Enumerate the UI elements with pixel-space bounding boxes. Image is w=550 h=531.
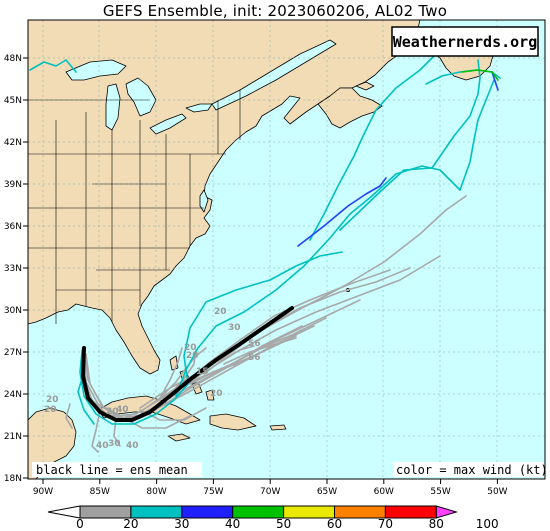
track-intensity-label: 30 [108,439,121,449]
lat-tick-label: 39N [4,180,22,190]
cyan-member-tracks [29,39,501,425]
lat-lon-grid [28,20,545,479]
lat-tick-label: 24N [4,390,22,400]
lat-tick-label: 30N [4,306,22,316]
brand-box: Weathernerds.org [391,26,539,57]
lon-tick-label: 90W [33,487,53,497]
lake-michigan [105,83,121,131]
puerto-rico-land [269,424,287,431]
lat-tick-label: 36N [4,222,22,232]
longitude-ticks: 90W 85W 80W 75W 70W 65W 60W 55W 50W [33,479,508,497]
lon-tick-label: 55W [430,487,450,497]
track-intensity-label: 40 [126,441,139,451]
track-intensity-label: 20 [214,307,227,317]
lon-tick-label: 65W [317,487,337,497]
green-member-tracks [461,69,499,81]
track-intensity-label: 56 [248,339,261,349]
maritimes-land [317,87,383,129]
brand-label: Weathernerds.org [393,33,538,51]
lon-tick-label: 85W [90,487,110,497]
lon-tick-label: 75W [203,487,223,497]
lake-huron [125,77,157,117]
lon-tick-label: 80W [146,487,166,497]
track-intensity-label: 56 [248,353,261,363]
track-intensity-label: 20 [210,389,223,399]
lat-tick-label: 33N [4,264,22,274]
colorbar-label: 60 [327,517,342,531]
colorbar-label: 100 [476,517,499,531]
yucatan-land [28,407,77,479]
colorbar-label: 70 [378,517,393,531]
lat-tick-label: 18N [4,474,22,484]
colorbar-high-arrow [435,505,459,519]
blue-member-tracks [297,71,499,247]
note-right-box [393,462,543,477]
wind-colorbar: 0 20 30 40 50 60 70 80 100 [47,505,499,531]
track-intensity-label: 40 [116,405,129,415]
ensemble-mean-track [81,306,294,422]
lat-tick-label: 45N [4,96,22,106]
map-title: GEFS Ensemble, init: 2023060206, AL02 Tw… [102,2,448,20]
note-left-box [32,462,202,477]
track-intensity-label: 20 [46,395,59,405]
lake-erie [149,113,187,135]
lake-ontario [185,103,213,113]
colorbar-label: 20 [123,517,138,531]
lat-tick-label: 27N [4,348,22,358]
lat-tick-label: 48N [4,54,22,64]
track-intensity-label: 40 [96,441,109,451]
lat-tick-label: 21N [4,432,22,442]
track-intensity-label: 20 [186,351,199,361]
hispaniola-land [209,413,257,431]
colorbar-label: 50 [276,517,291,531]
track-intensity-label: 15 [196,367,209,377]
map-frame [27,19,546,480]
st-lawrence [211,39,337,111]
colorbar-label: 80 [429,517,444,531]
track-intensity-label: 30 [228,323,241,333]
colorbar-label: 0 [76,517,84,531]
track-intensity-label: 20 [106,407,119,417]
lake-superior [65,59,127,81]
track-intensity-label: 20 [44,405,57,415]
chesapeake [199,189,209,213]
note-left: black line = ens mean [36,463,188,477]
colorbar-label: 30 [174,517,189,531]
lon-tick-label: 70W [260,487,280,497]
lon-tick-label: 60W [374,487,394,497]
latitude-ticks: 18N 21N 24N 27N 30N 33N 36N 39N 42N 45N 48N [4,54,28,484]
note-right: color = max wind (kt) [396,463,548,477]
lat-tick-label: 42N [4,138,22,148]
track-intensity-label: 20 [184,343,197,353]
lon-tick-label: 50W [487,487,507,497]
pei-land [355,81,375,91]
colorbar-label: 40 [225,517,240,531]
